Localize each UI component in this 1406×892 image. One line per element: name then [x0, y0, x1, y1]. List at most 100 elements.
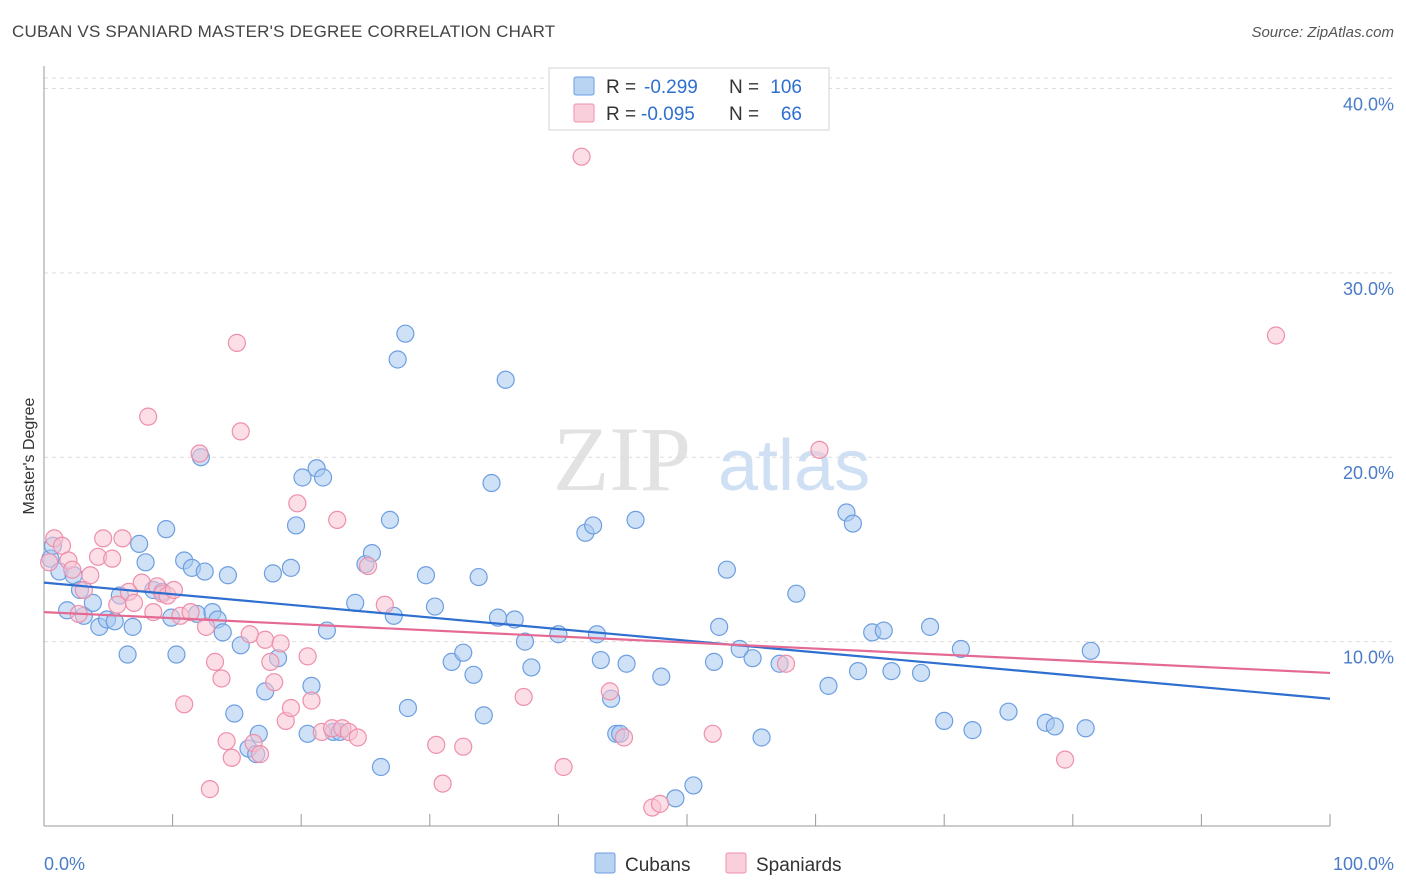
cubans-point-69 [522, 658, 541, 677]
cubans-point-85 [717, 560, 736, 579]
spaniards-point-54 [427, 735, 446, 754]
cubans-point-82 [684, 776, 703, 795]
cubans-point-48 [346, 593, 365, 612]
cubans-point-52 [380, 510, 400, 530]
y-tick-labels: 10.0% 20.0% 30.0% 40.0% [1343, 94, 1394, 667]
cubans-point-38 [281, 558, 301, 577]
cubans-point-87 [743, 649, 762, 668]
cubans-point-88 [752, 728, 771, 747]
spaniards-point-9 [94, 529, 113, 548]
spaniards-point-23 [175, 695, 194, 714]
legend-r-value-2: -0.095 [641, 104, 695, 125]
legend-r-value-1: -0.299 [644, 77, 698, 98]
spaniards-point-57 [514, 687, 533, 707]
cubans-point-54 [388, 350, 407, 369]
trend-lines [43, 581, 1331, 700]
cubans-point-62 [469, 567, 488, 587]
cubans-point-25 [195, 562, 214, 581]
cubans-point-99 [920, 617, 940, 636]
cubans-point-40 [293, 468, 312, 487]
y-tick-label-3: 40.0% [1343, 94, 1394, 114]
cubans-point-36 [263, 564, 283, 583]
spaniards-point-30 [217, 732, 236, 751]
cubans-point-13 [123, 617, 142, 636]
spaniards-point-26 [196, 617, 216, 636]
legend-r-label-1: R = [606, 77, 636, 98]
spaniards-trend-line [43, 611, 1331, 675]
spaniards-point-0 [40, 553, 59, 572]
cubans-trend-line [43, 581, 1331, 700]
spaniards-point-14 [124, 593, 144, 612]
spaniards-point-45 [302, 691, 321, 710]
legend-n-value-2: 66 [781, 104, 802, 125]
bottom-legend-swatch-cubans [594, 852, 616, 874]
cubans-point-84 [710, 617, 729, 636]
cubans-point-90 [787, 584, 806, 603]
cubans-point-18 [157, 520, 176, 539]
spaniards-point-65 [776, 654, 796, 673]
spaniards-point-63 [650, 794, 670, 813]
x-tick-label-1: 100.0% [1333, 854, 1394, 874]
cubans-point-98 [911, 663, 931, 683]
spaniards-point-28 [205, 652, 225, 671]
spaniards-point-29 [212, 669, 231, 688]
cubans-point-91 [819, 676, 838, 695]
cubans-point-57 [416, 566, 436, 585]
cubans-point-55 [396, 324, 415, 343]
spaniards-point-12 [113, 529, 132, 548]
cubans-points [41, 324, 1100, 808]
spaniards-point-40 [271, 634, 290, 653]
spaniards-point-42 [281, 698, 301, 718]
spaniards-point-55 [433, 774, 452, 793]
spaniards-point-33 [231, 422, 250, 441]
cubans-point-103 [999, 702, 1018, 721]
cubans-point-97 [882, 662, 901, 681]
x-tick-label-0: 0.0% [44, 854, 85, 874]
spaniards-point-48 [328, 510, 347, 530]
cubans-point-68 [515, 632, 535, 651]
cubans-point-93 [843, 514, 862, 533]
spaniards-point-66 [810, 440, 829, 459]
cubans-point-107 [1081, 641, 1100, 660]
spaniards-point-24 [181, 603, 200, 622]
grid-lines [44, 77, 1394, 643]
cubans-point-12 [118, 645, 137, 664]
spaniards-point-60 [600, 682, 619, 701]
cubans-point-28 [213, 623, 232, 642]
cubans-point-105 [1045, 717, 1064, 736]
cubans-point-20 [167, 645, 186, 664]
y-axis-label: Master's Degree [21, 397, 38, 514]
y-tick-label-2: 30.0% [1343, 279, 1394, 299]
cubans-point-15 [136, 553, 155, 572]
source-label: Source: ZipAtlas.com [1251, 24, 1394, 41]
cubans-point-51 [371, 757, 391, 777]
cubans-point-30 [225, 704, 244, 723]
spaniards-point-64 [703, 724, 722, 743]
chart-title: CUBAN VS SPANIARD MASTER'S DEGREE CORREL… [12, 22, 556, 41]
spaniards-point-27 [200, 780, 219, 799]
spaniards-point-43 [288, 494, 307, 513]
cubans-point-72 [584, 516, 603, 535]
legend-n-label-2: N = [729, 104, 759, 125]
cubans-point-7 [83, 593, 102, 612]
spaniards-point-16 [139, 407, 158, 426]
spaniards-point-4 [63, 560, 82, 579]
cubans-point-64 [482, 473, 501, 493]
cubans-point-73 [587, 625, 607, 644]
cubans-point-44 [313, 468, 333, 487]
legend-r-label-2: R = [606, 104, 636, 125]
spaniards-point-67 [1055, 750, 1075, 769]
series-legend: Cubans Spaniards [594, 852, 842, 876]
spaniards-point-31 [222, 748, 241, 767]
cubans-point-100 [935, 711, 954, 730]
bottom-legend-spaniards: Spaniards [756, 855, 842, 876]
bottom-legend-cubans: Cubans [625, 855, 691, 876]
cubans-point-96 [874, 621, 893, 640]
spaniards-point-25 [190, 444, 209, 463]
cubans-point-14 [130, 534, 149, 553]
spaniards-point-38 [261, 652, 280, 671]
legend-n-label-1: N = [729, 77, 759, 98]
watermark-atlas: atlas [718, 426, 870, 506]
y-tick-label-0: 10.0% [1343, 648, 1394, 668]
